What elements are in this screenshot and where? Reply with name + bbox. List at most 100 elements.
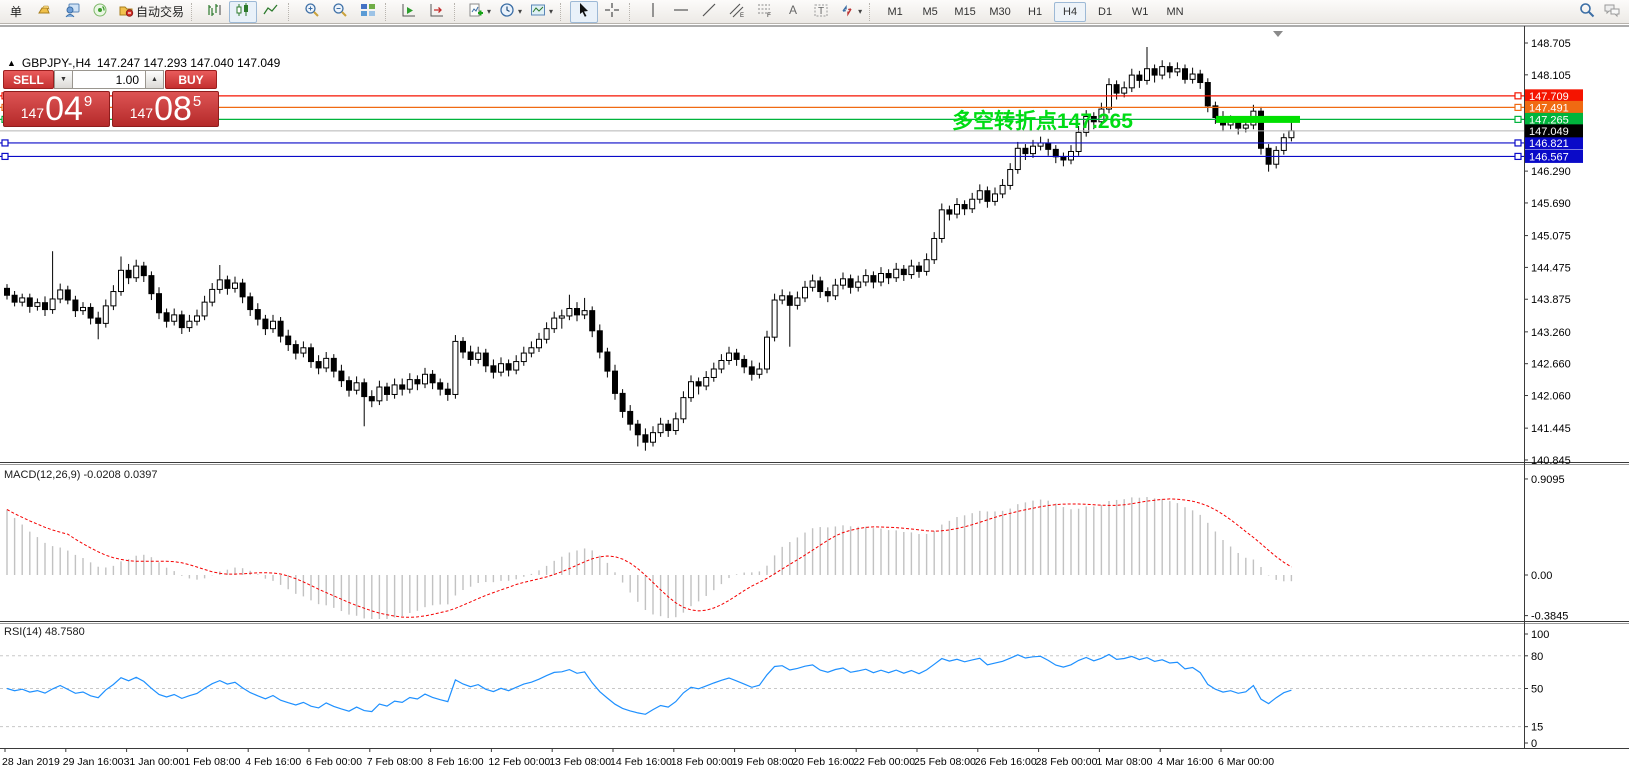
- volume-increase-button[interactable]: ▲: [145, 70, 164, 89]
- text-label-button[interactable]: T: [807, 1, 835, 23]
- timeframe-button-m30[interactable]: M30: [989, 5, 1011, 18]
- chat-icon[interactable]: [1603, 2, 1621, 21]
- line-drag-handle[interactable]: [1514, 103, 1522, 112]
- line-drag-handle[interactable]: [1, 139, 9, 147]
- add-indicator-button[interactable]: ▾: [464, 1, 495, 23]
- buy-price-box[interactable]: 147 08 5: [112, 91, 219, 127]
- rsi-line: [6, 653, 1292, 715]
- candle-bullish: [543, 328, 550, 340]
- candle-bearish: [95, 317, 102, 324]
- line-chart-button[interactable]: [257, 1, 285, 23]
- volume-input[interactable]: [73, 70, 145, 89]
- line-chart-icon: [263, 2, 279, 21]
- candle-bullish: [498, 363, 504, 373]
- signals-button[interactable]: [86, 1, 114, 23]
- community-button[interactable]: [58, 1, 86, 23]
- line-drag-handle[interactable]: [1, 152, 9, 161]
- period-button[interactable]: ▾: [495, 1, 526, 23]
- horizontal-line-button[interactable]: [667, 1, 695, 23]
- date-axis-label: 28 Feb 00:00: [1036, 756, 1098, 768]
- new-order-label: 单: [9, 5, 22, 19]
- shapes-button[interactable]: ▾: [835, 1, 866, 23]
- candle-bullish: [1014, 147, 1021, 171]
- highlighted-trendline-segment[interactable]: [1216, 115, 1300, 123]
- timeframe-button-d1[interactable]: D1: [1098, 5, 1113, 18]
- clock-icon: [499, 2, 515, 21]
- candle-bullish: [1128, 74, 1135, 89]
- sell-price-prefix: 147: [20, 105, 45, 121]
- candle-bullish: [391, 384, 398, 395]
- candle-bullish: [452, 340, 459, 395]
- search-icon[interactable]: [1579, 2, 1595, 21]
- chart-annotation[interactable]: 多空转折点147.265: [952, 109, 1133, 133]
- candle-bearish: [368, 396, 375, 402]
- sell-price-box[interactable]: 147 04 9: [3, 91, 110, 127]
- trendline-button[interactable]: [695, 1, 723, 23]
- candle-bearish: [748, 366, 755, 375]
- chart-autoscroll-button[interactable]: [395, 1, 423, 23]
- candlestick-chart-button[interactable]: [229, 0, 258, 23]
- candle-bearish: [1136, 74, 1143, 81]
- vertical-line-button[interactable]: [639, 1, 667, 23]
- fibonacci-button[interactable]: F: [751, 1, 779, 23]
- timeframe-button-mn[interactable]: MN: [1166, 5, 1184, 18]
- timeframe-button-m1[interactable]: M1: [887, 5, 903, 18]
- new-order-button[interactable]: 单: [2, 1, 30, 23]
- tile-windows-button[interactable]: [354, 1, 382, 23]
- cursor-button[interactable]: [570, 0, 599, 23]
- price-axis-label: 146.290: [1531, 166, 1571, 178]
- svg-text:T: T: [818, 6, 824, 17]
- candle-bearish: [4, 287, 10, 296]
- market-button[interactable]: [30, 1, 58, 23]
- rsi-axis-label: 15: [1531, 722, 1543, 734]
- candle-bearish: [156, 293, 162, 314]
- price-tag-label: 147.049: [1529, 126, 1569, 138]
- candle-bullish: [650, 432, 656, 443]
- toolbar-separator: [191, 2, 198, 21]
- template-button[interactable]: ▾: [526, 1, 557, 23]
- toolbar-separator: [454, 2, 461, 21]
- price-axis-label: 141.445: [1531, 423, 1571, 435]
- text-button[interactable]: A: [779, 1, 807, 23]
- zoom-in-button[interactable]: [298, 1, 326, 23]
- line-drag-handle[interactable]: [1514, 92, 1522, 100]
- symbol-header: ▲ GBPJPY-,H4 147.247 147.293 147.040 147…: [7, 56, 280, 70]
- line-drag-handle[interactable]: [1514, 139, 1522, 147]
- collapse-panel-icon[interactable]: ▲: [7, 58, 16, 68]
- buy-button[interactable]: BUY: [165, 70, 217, 89]
- bar-chart-button[interactable]: [201, 1, 229, 23]
- crosshair-button[interactable]: [598, 1, 626, 23]
- candle-bullish: [710, 368, 717, 378]
- chart-shift-marker-icon[interactable]: [1273, 31, 1283, 37]
- svg-text:E: E: [740, 13, 744, 18]
- one-click-trading-panel: SELL ▼ ▲ BUY 147 04 9 147 08 5: [3, 70, 223, 127]
- equidistant-channel-button[interactable]: E: [723, 1, 751, 23]
- line-drag-handle[interactable]: [1514, 152, 1522, 161]
- candle-bearish: [870, 275, 877, 283]
- zoom-out-button[interactable]: [326, 1, 354, 23]
- timeframe-button-w1[interactable]: W1: [1131, 5, 1149, 18]
- candle-bearish: [1060, 156, 1067, 161]
- date-axis-label: 20 Feb 16:00: [792, 756, 854, 768]
- timeframe-button-h4[interactable]: H4: [1054, 1, 1087, 22]
- candle-bullish: [133, 265, 140, 279]
- candle-bullish: [551, 317, 558, 330]
- main-toolbar: 单 自动交易 ▾ ▾: [0, 0, 1629, 24]
- timeframe-button-m5[interactable]: M5: [922, 5, 938, 18]
- date-axis-label: 6 Feb 00:00: [306, 756, 362, 768]
- line-drag-handle[interactable]: [1514, 115, 1522, 123]
- buy-price-main: 08: [154, 90, 192, 129]
- autotrading-button[interactable]: 自动交易: [114, 1, 188, 23]
- date-axis-label: 8 Feb 16:00: [428, 756, 484, 768]
- candle-bullish: [1159, 66, 1166, 76]
- chart-shift-button[interactable]: [423, 1, 451, 23]
- timeframe-button-m15[interactable]: M15: [954, 5, 976, 18]
- volume-decrease-button[interactable]: ▼: [54, 70, 73, 89]
- timeframe-button-h1[interactable]: H1: [1028, 5, 1043, 18]
- candle-bullish: [186, 320, 193, 329]
- candle-bearish: [338, 370, 345, 382]
- sell-button[interactable]: SELL: [3, 70, 54, 89]
- dropdown-caret-icon: ▾: [858, 7, 863, 16]
- candle-bullish: [118, 269, 124, 293]
